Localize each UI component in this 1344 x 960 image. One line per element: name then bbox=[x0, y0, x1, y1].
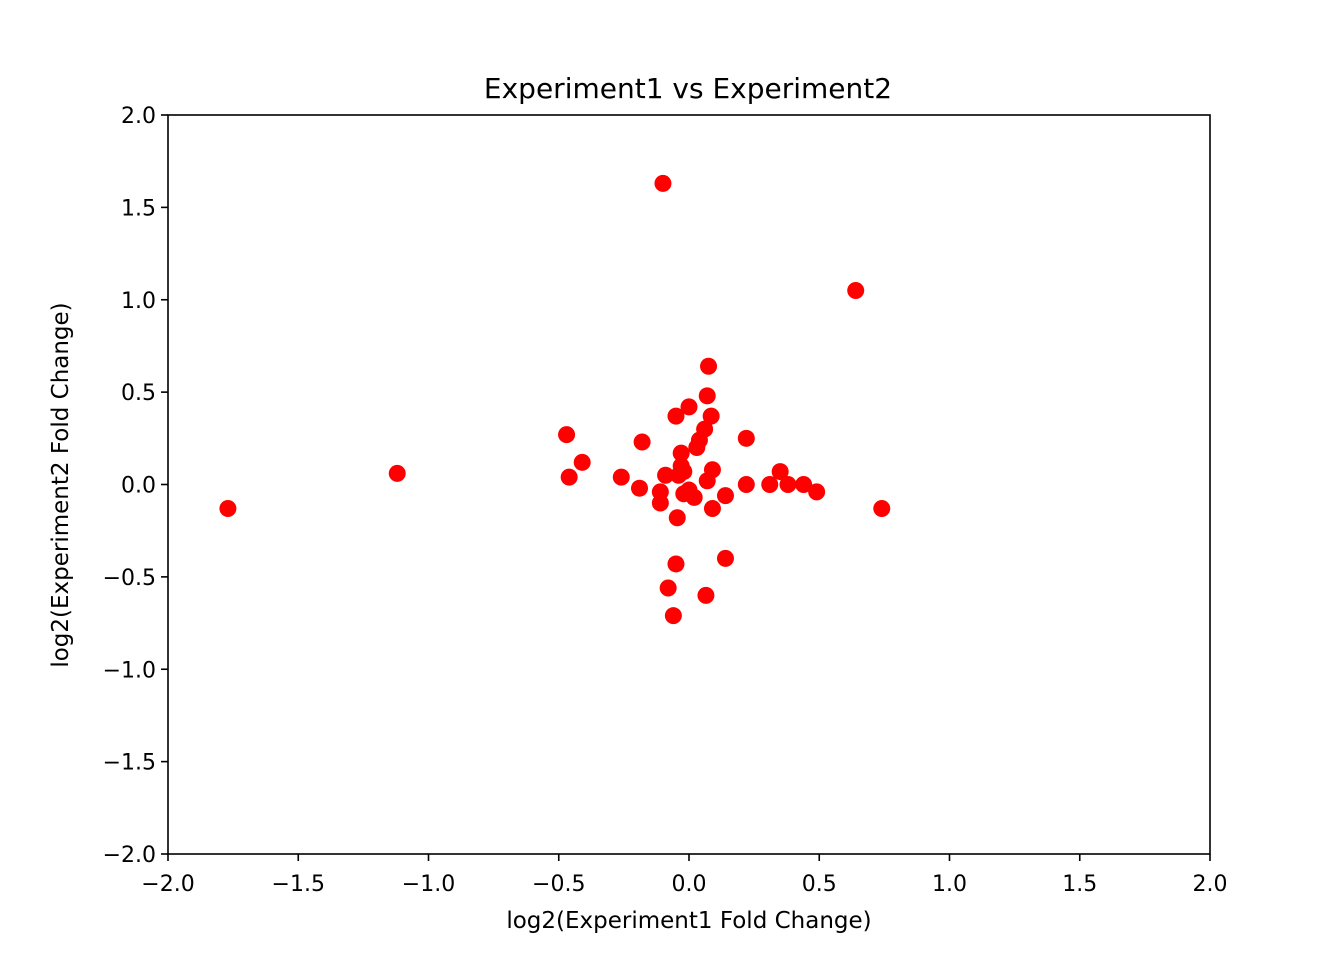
y-tick-label: −0.5 bbox=[103, 566, 156, 591]
x-tick-label: −2.0 bbox=[141, 872, 194, 897]
x-tick-label: 0.5 bbox=[802, 872, 837, 897]
x-tick-label: 1.5 bbox=[1062, 872, 1097, 897]
scatter-point bbox=[697, 586, 715, 604]
y-tick-label: −1.0 bbox=[103, 658, 156, 683]
x-axis: −2.0 −1.5 −1.0 −0.5 0.0 0.5 1.0 1.5 2.0 bbox=[141, 854, 1228, 897]
scatter-point bbox=[388, 464, 406, 482]
y-tick-label: −2.0 bbox=[103, 843, 156, 868]
scatter-point bbox=[667, 555, 685, 573]
y-tick-label: 1.0 bbox=[121, 289, 156, 314]
scatter-point bbox=[696, 420, 714, 438]
scatter-point bbox=[573, 453, 591, 471]
scatter-point bbox=[716, 487, 734, 505]
scatter-point bbox=[771, 463, 789, 481]
scatter-point bbox=[698, 387, 716, 405]
scatter-point bbox=[659, 579, 677, 597]
scatter-point bbox=[672, 444, 690, 462]
scatter-point bbox=[873, 500, 891, 518]
scatter-point bbox=[654, 174, 672, 192]
x-tick-label: −1.5 bbox=[272, 872, 325, 897]
scatter-point bbox=[675, 463, 693, 481]
scatter-point bbox=[685, 488, 703, 506]
scatter-point bbox=[779, 476, 797, 493]
x-tick-label: −0.5 bbox=[532, 872, 585, 897]
y-tick-label: 2.0 bbox=[121, 104, 156, 129]
scatter-point bbox=[664, 607, 682, 625]
scatter-point bbox=[633, 433, 651, 451]
scatter-point bbox=[703, 461, 721, 479]
scatter-point bbox=[612, 468, 630, 486]
x-tick-label: 0.0 bbox=[672, 872, 707, 897]
scatter-point bbox=[651, 494, 669, 512]
y-axis: −2.0 −1.5 −1.0 −0.5 0.0 0.5 1.0 1.5 2.0 bbox=[103, 104, 168, 868]
scatter-point bbox=[558, 426, 576, 444]
scatter-point bbox=[761, 476, 779, 493]
scatter-point bbox=[657, 466, 675, 484]
y-tick-label: 0.5 bbox=[121, 381, 156, 406]
scatter-point bbox=[703, 500, 721, 518]
scatter-point bbox=[668, 509, 686, 527]
chart-title: Experiment1 vs Experiment2 bbox=[484, 72, 892, 105]
scatter-point bbox=[631, 479, 649, 497]
scatter-point bbox=[219, 500, 237, 518]
scatter-point bbox=[808, 483, 826, 501]
y-axis-label: log2(Experiment2 Fold Change) bbox=[48, 302, 74, 667]
scatter-point bbox=[737, 429, 755, 447]
x-tick-label: 2.0 bbox=[1193, 872, 1228, 897]
scatter-point bbox=[667, 407, 685, 425]
scatter-point bbox=[560, 468, 578, 486]
scatter-points bbox=[219, 174, 891, 625]
y-tick-label: 1.5 bbox=[121, 196, 156, 221]
x-tick-label: −1.0 bbox=[402, 872, 455, 897]
x-tick-label: 1.0 bbox=[932, 872, 967, 897]
scatter-point bbox=[795, 476, 813, 493]
y-tick-label: −1.5 bbox=[103, 751, 156, 776]
scatter-point bbox=[737, 476, 755, 493]
scatter-point bbox=[702, 407, 720, 425]
y-tick-label: 0.0 bbox=[121, 474, 156, 499]
scatter-point bbox=[700, 357, 718, 375]
x-axis-label: log2(Experiment1 Fold Change) bbox=[506, 908, 871, 934]
scatter-point bbox=[847, 282, 865, 300]
scatter-point bbox=[716, 549, 734, 567]
scatter-point bbox=[680, 398, 698, 416]
